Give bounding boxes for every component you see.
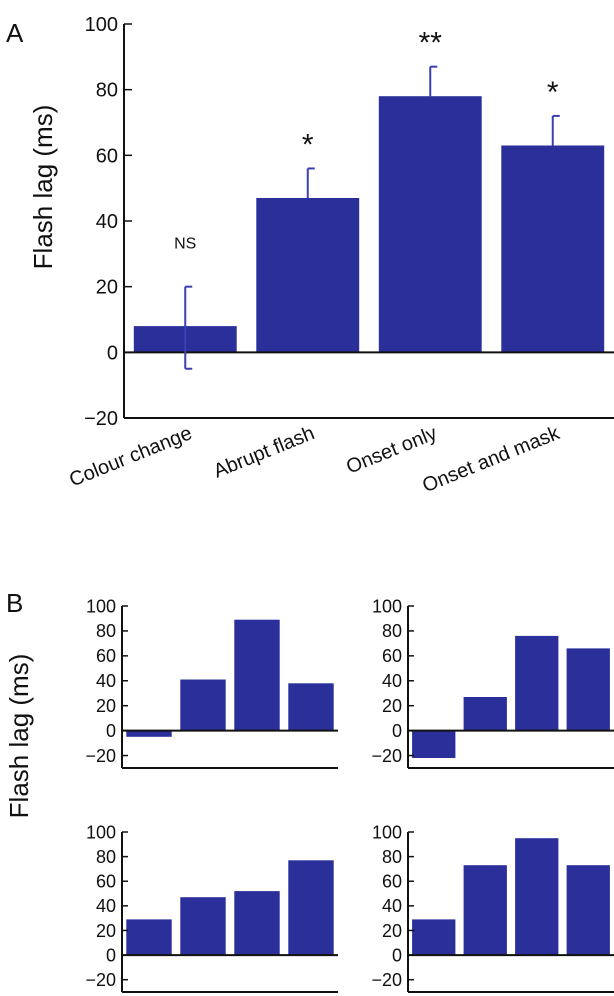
panel-a-y-axis-label: Flash lag (ms) <box>28 105 58 270</box>
y-tick-label: 80 <box>96 847 116 867</box>
y-tick-label: 100 <box>85 14 118 36</box>
y-tick-label: 60 <box>96 646 116 666</box>
y-tick-label: 40 <box>382 896 402 916</box>
bar <box>180 897 226 955</box>
y-tick-label: 20 <box>96 696 116 716</box>
bar <box>288 860 334 956</box>
y-tick-label: 0 <box>392 721 402 741</box>
bar <box>180 679 226 731</box>
significance-label: * <box>302 128 314 161</box>
x-category-label: Onset only <box>343 422 440 478</box>
y-tick-label: 40 <box>96 671 116 691</box>
bar <box>566 648 610 731</box>
x-category-label: Onset and mask <box>419 422 563 497</box>
panel-b-shared-y-axis-label: Flash lag (ms) <box>4 654 34 819</box>
y-tick-label: 80 <box>382 621 402 641</box>
chart-panel-b-top-left: −20 0 20 40 60 80 100 <box>85 596 338 769</box>
y-tick-label: −20 <box>85 970 116 990</box>
y-tick-label: 60 <box>382 872 402 892</box>
panel-label-b: B <box>6 588 23 618</box>
y-tick-label: −20 <box>85 746 116 766</box>
y-tick-label: −20 <box>84 408 118 430</box>
panel-label-a: A <box>6 18 24 48</box>
bar <box>412 919 456 956</box>
significance-label: NS <box>174 236 196 253</box>
y-tick-label: 100 <box>86 596 116 616</box>
y-tick-label: −20 <box>371 970 402 990</box>
bar <box>412 730 456 758</box>
y-tick-label: 60 <box>96 872 116 892</box>
y-tick-label: 20 <box>382 921 402 941</box>
y-tick-label: 60 <box>382 646 402 666</box>
significance-label: * <box>547 76 559 109</box>
y-tick-label: 20 <box>96 921 116 941</box>
chart-panel-b-bottom-right: −20 0 20 40 60 80 100 <box>371 822 614 993</box>
bar <box>234 619 280 731</box>
y-tick-label: 80 <box>96 80 118 102</box>
bar <box>515 838 559 956</box>
bar <box>501 145 605 353</box>
y-tick-label: 80 <box>382 847 402 867</box>
significance-label: ** <box>419 27 443 60</box>
y-tick-label: 40 <box>382 671 402 691</box>
bar <box>463 865 507 955</box>
y-tick-label: 0 <box>392 945 402 965</box>
bar <box>256 198 360 353</box>
bar <box>288 683 334 731</box>
bar <box>463 697 507 731</box>
y-tick-label: 0 <box>107 342 118 364</box>
bar <box>126 730 172 737</box>
y-tick-label: 0 <box>106 721 116 741</box>
y-tick-label: 100 <box>86 822 116 842</box>
bar <box>234 891 280 956</box>
bar <box>566 865 610 955</box>
y-tick-label: 40 <box>96 211 118 233</box>
bar <box>126 919 172 956</box>
y-tick-label: 60 <box>96 145 118 167</box>
bar <box>515 635 559 731</box>
chart-panel-b-bottom-left: −20 0 20 40 60 80 100 <box>85 822 338 993</box>
y-tick-label: −20 <box>371 746 402 766</box>
y-tick-label: 100 <box>372 596 402 616</box>
x-category-label: Abrupt flash <box>210 422 317 482</box>
y-tick-label: 0 <box>106 945 116 965</box>
y-tick-label: 20 <box>96 277 118 299</box>
x-category-label: Colour change <box>66 422 195 491</box>
y-tick-label: 20 <box>382 696 402 716</box>
y-tick-label: 80 <box>96 621 116 641</box>
chart-panel-b-top-right: −20 0 20 40 60 80 100 <box>371 596 614 769</box>
y-tick-label: 100 <box>372 822 402 842</box>
bar <box>378 96 482 353</box>
y-tick-label: 40 <box>96 896 116 916</box>
